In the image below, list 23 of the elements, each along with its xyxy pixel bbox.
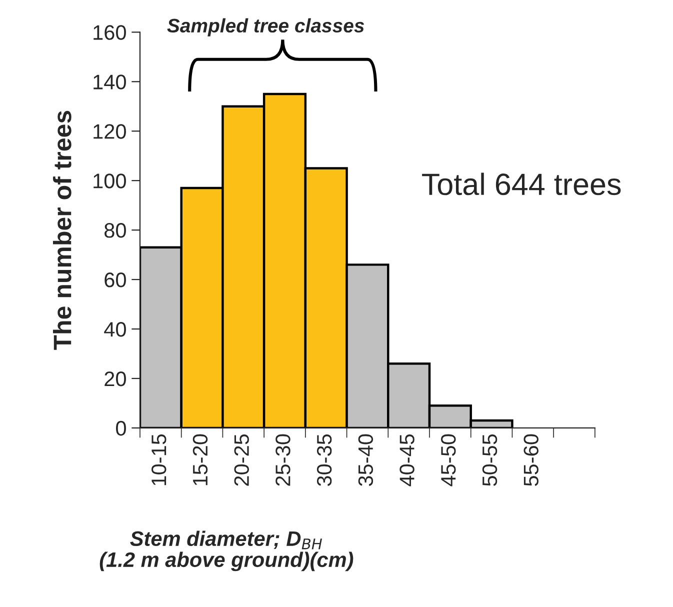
x-tick-label: 20-25	[234, 434, 249, 486]
x-axis-title: Stem diameter; D$_{BH}$ (1.2 m above ground)(cm)	[100, 530, 354, 572]
x-tick-label: 55-60	[524, 434, 538, 486]
y-axis-title: The number of trees	[52, 110, 72, 350]
y-tick-label: 40	[104, 322, 126, 337]
x-tick-label: 35-40	[358, 434, 374, 486]
x-tick-label: 10-15	[152, 434, 166, 486]
x-tick-label: 50-55	[482, 434, 498, 486]
y-tick-label: 120	[94, 124, 126, 139]
y-tick-label: 160	[94, 25, 126, 40]
y-tick-label: 60	[104, 272, 126, 288]
x-tick-label: 40-45	[400, 434, 414, 486]
x-tick-label: 15-20	[192, 434, 208, 486]
y-tick-label: 20	[104, 371, 126, 386]
y-tick-label: 100	[94, 174, 126, 188]
y-tick-label: 0	[116, 420, 126, 436]
annotation: Total 644 trees	[422, 172, 621, 196]
x-tick-label: 25-30	[276, 434, 290, 486]
y-tick-label: 140	[94, 74, 126, 90]
x-tick-label: 30-35	[316, 434, 332, 486]
x-tick-label: 45-50	[441, 434, 456, 486]
annotation: Sampled tree classes	[167, 18, 364, 36]
y-tick-label: 80	[104, 223, 126, 238]
